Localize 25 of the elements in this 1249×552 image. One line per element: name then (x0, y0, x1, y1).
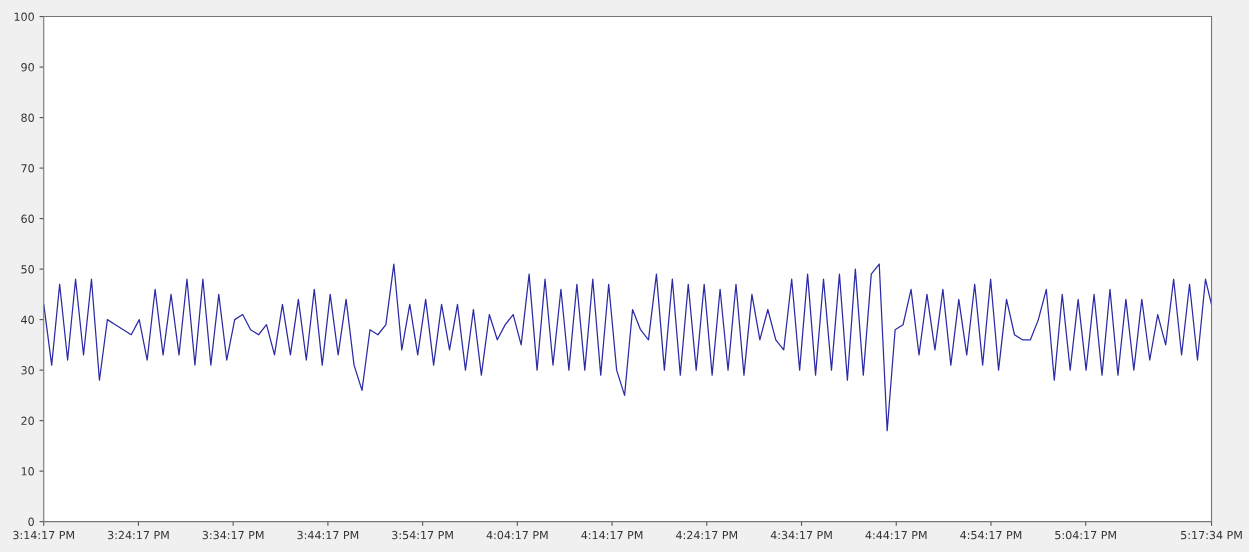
y-tick-label: 90 (21, 63, 34, 72)
y-tick-label: 80 (21, 113, 34, 122)
y-tick-label: 100 (14, 12, 34, 21)
x-tick-label: 3:44:17 PM (297, 530, 359, 540)
y-tick-label: 0 (28, 517, 34, 527)
x-tick-label: 4:44:17 PM (865, 531, 927, 540)
y-tick-label: 60 (21, 214, 34, 223)
y-tick-label: 20 (21, 416, 34, 425)
y-tick-label: 50 (21, 265, 34, 274)
x-tick-label: 4:34:17 PM (770, 530, 832, 540)
x-tick-label: 4:24:17 PM (676, 530, 738, 540)
x-tick-label: 5:17:34 PM (1181, 530, 1242, 540)
y-tick-label: 30 (21, 366, 34, 375)
x-tick-label: 3:34:17 PM (202, 530, 264, 540)
line-series (43, 263, 1212, 432)
x-tick-label: 4:14:17 PM (581, 531, 643, 540)
x-tick-label: 4:04:17 PM (486, 530, 548, 540)
y-tick-label: 40 (21, 315, 34, 324)
x-tick-label: 3:14:17 PM (13, 530, 74, 540)
x-tick-label: 3:24:17 PM (107, 530, 169, 540)
x-tick-label: 4:54:17 PM (960, 531, 1022, 540)
y-tick-label: 10 (21, 467, 34, 476)
x-tick-label: 3:54:17 PM (392, 530, 453, 540)
y-tick-label: 70 (21, 164, 34, 173)
x-tick-label: 5:04:17 PM (1055, 530, 1116, 540)
